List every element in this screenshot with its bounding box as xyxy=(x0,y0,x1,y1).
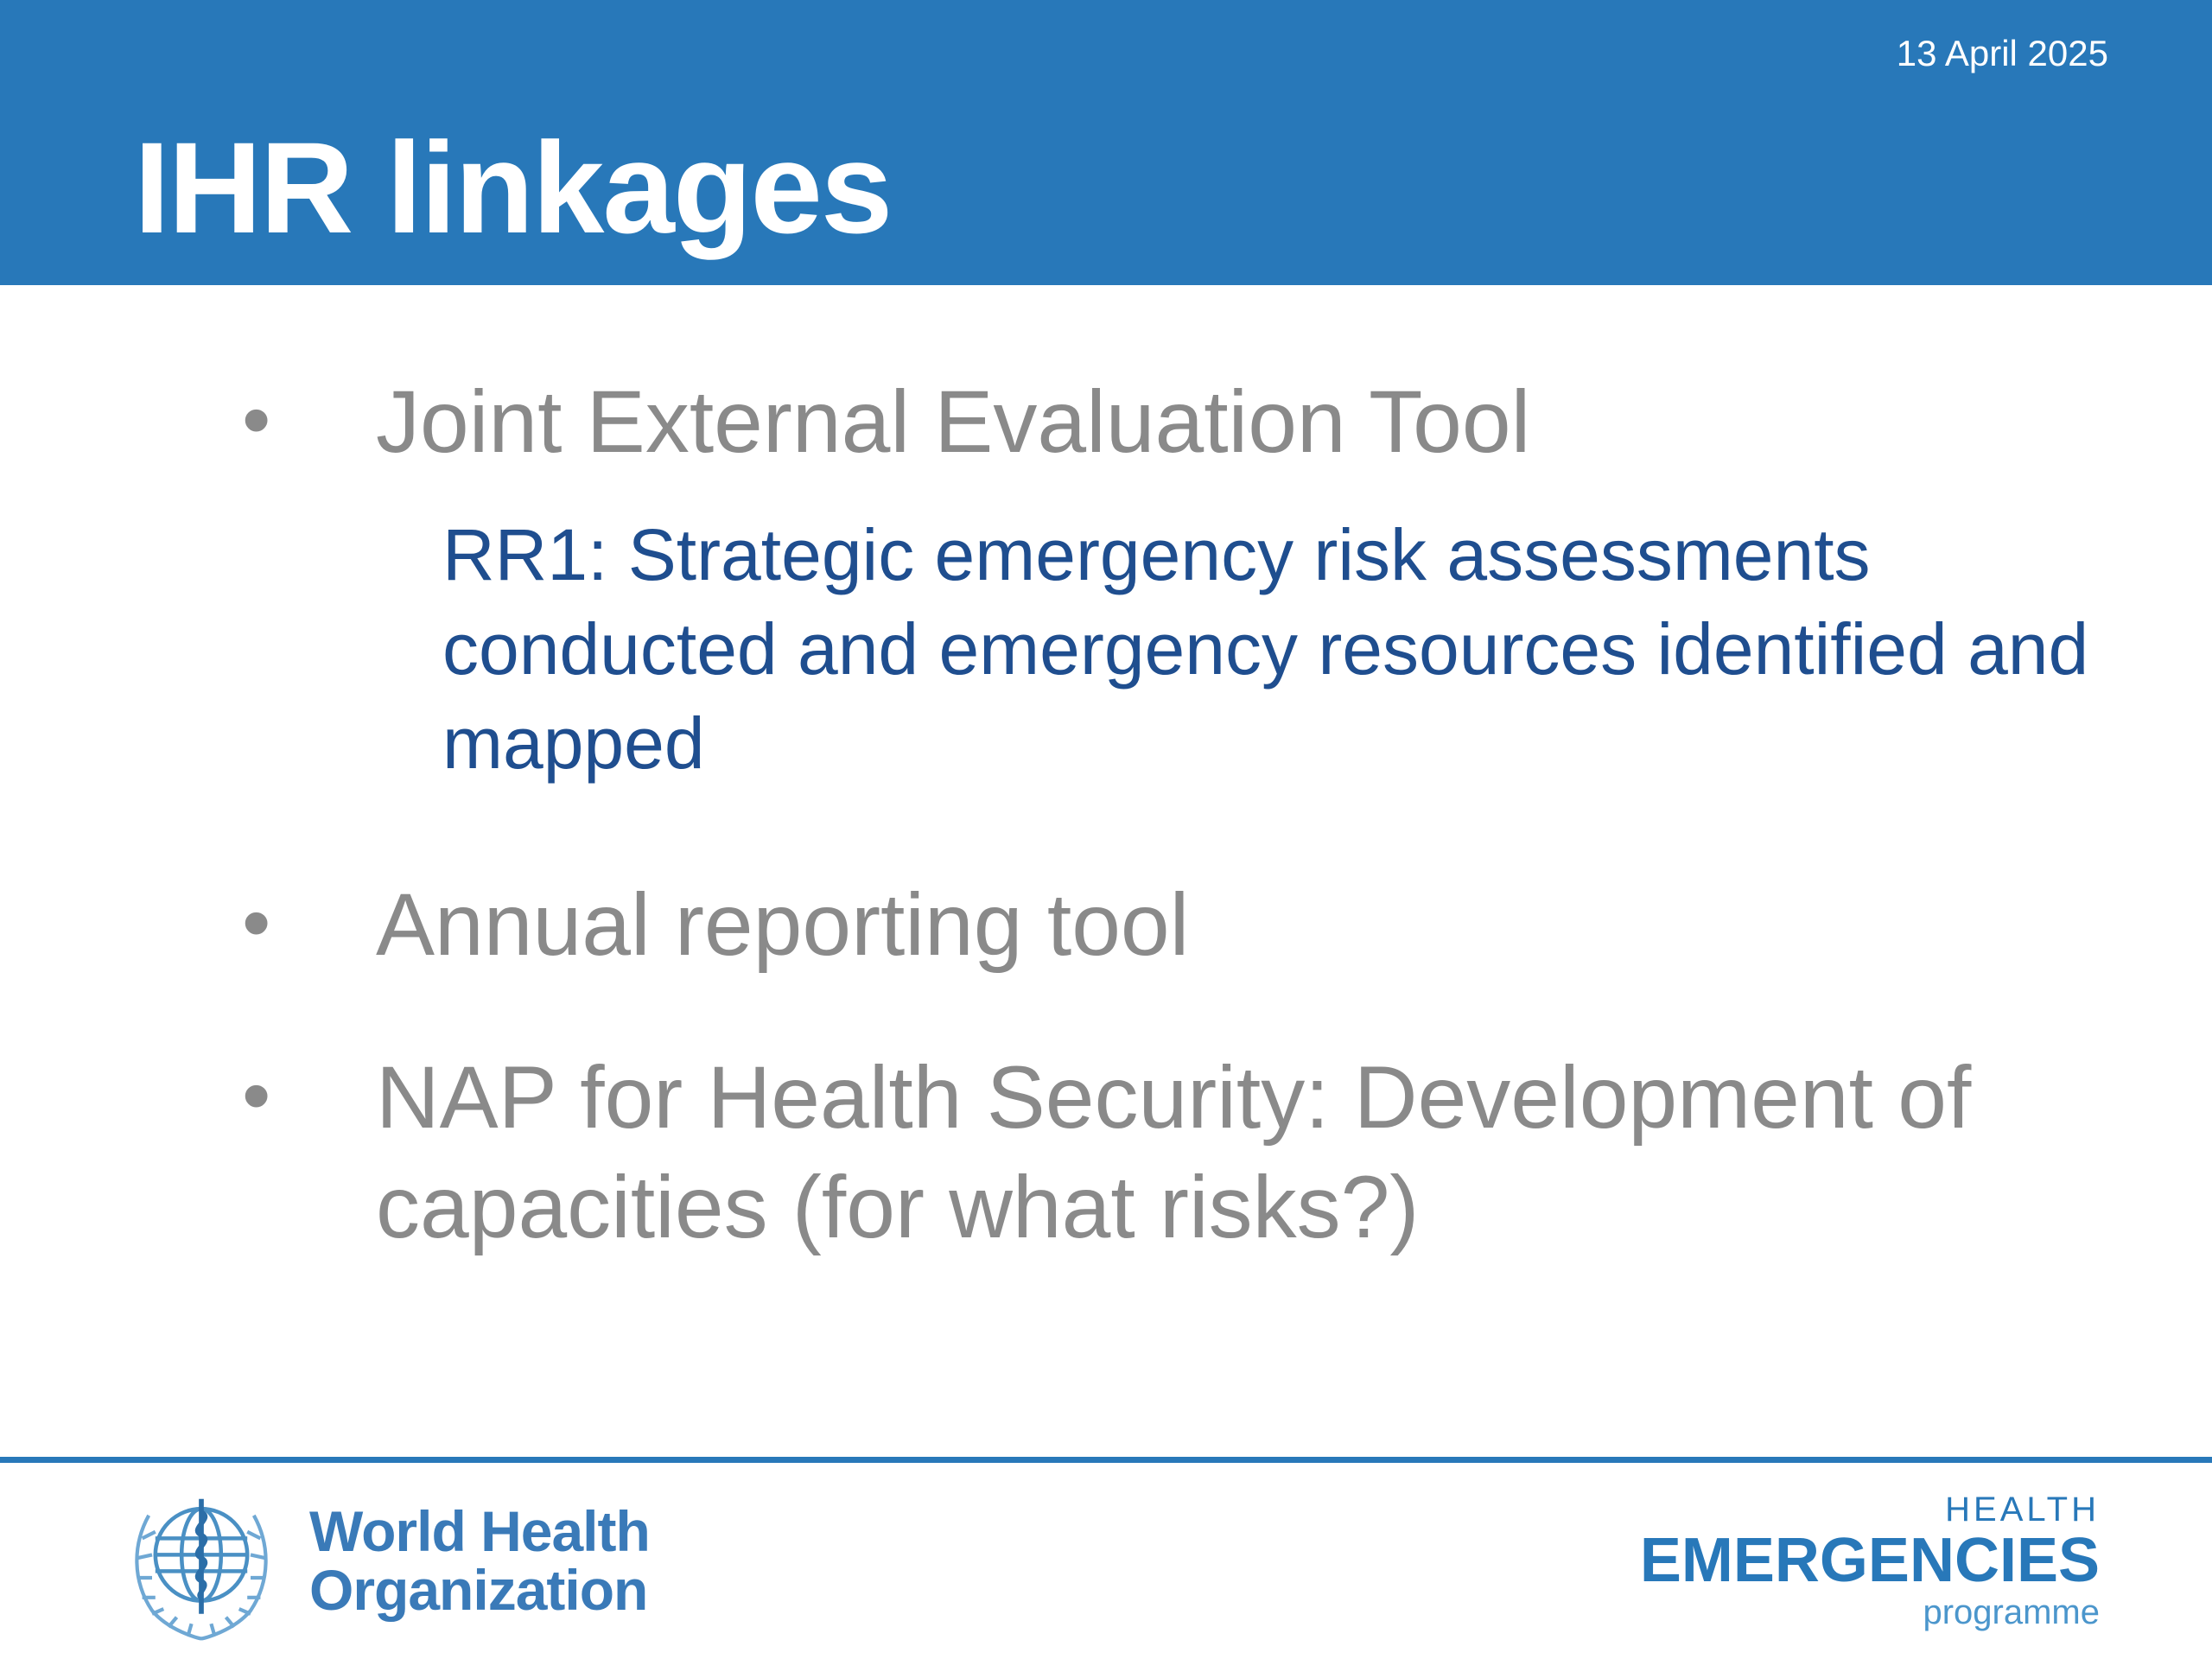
programme-line-health: HEALTH xyxy=(1945,1490,2100,1529)
bullet-marker: • xyxy=(242,374,271,466)
bullet-text-nap: NAP for Health Security: Development of … xyxy=(376,1047,1972,1257)
bullet-item-annual-reporting: • Annual reporting tool xyxy=(0,870,2212,981)
programme-line-programme: programme xyxy=(1923,1593,2100,1632)
bullet-item-nap: • NAP for Health Security: Development o… xyxy=(0,1043,2212,1263)
bullet-text-jee: Joint External Evaluation Tool xyxy=(376,372,1531,471)
slide-date: 13 April 2025 xyxy=(1896,33,2108,73)
health-emergencies-block: HEALTH EMERGENCIES programme xyxy=(1640,1491,2100,1632)
slide-body: • Joint External Evaluation Tool RR1: St… xyxy=(0,285,2212,1263)
who-name-line2: Organization xyxy=(309,1557,648,1622)
slide-footer: World Health Organization HEALTH EMERGEN… xyxy=(0,1463,2212,1659)
bullet-marker: • xyxy=(242,877,271,969)
bullet-item-jee: • Joint External Evaluation Tool xyxy=(0,367,2212,478)
who-name-line1: World Health xyxy=(309,1499,651,1564)
footer-divider xyxy=(0,1457,2212,1463)
sub-text-rr1: RR1: Strategic emergency risk assessment… xyxy=(442,513,2089,784)
slide-header-band: 13 April 2025 IHR linkages xyxy=(0,0,2212,285)
page-title: IHR linkages xyxy=(134,115,893,260)
who-emblem-icon xyxy=(135,1498,268,1640)
who-logo-block: World Health Organization xyxy=(119,1479,651,1643)
bullet-marker: • xyxy=(242,1049,271,1141)
programme-line-emergencies: EMERGENCIES xyxy=(1639,1525,2100,1595)
bullet-text-annual-reporting: Annual reporting tool xyxy=(376,875,1190,975)
who-name: World Health Organization xyxy=(309,1499,651,1622)
